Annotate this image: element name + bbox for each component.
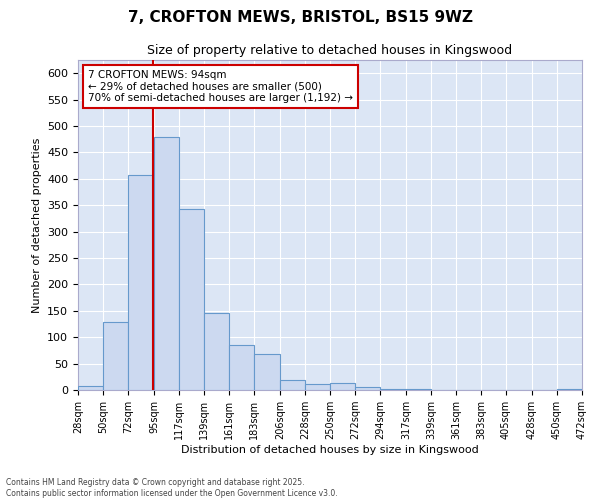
Bar [204, 314, 229, 390]
Bar [557, 389, 582, 390]
Bar [78, 386, 103, 390]
Text: 7, CROFTON MEWS, BRISTOL, BS15 9WZ: 7, CROFTON MEWS, BRISTOL, BS15 9WZ [128, 10, 473, 25]
X-axis label: Distribution of detached houses by size in Kingswood: Distribution of detached houses by size … [181, 445, 479, 455]
Bar [103, 322, 128, 390]
Bar [254, 354, 280, 390]
Bar [280, 380, 305, 390]
Bar [406, 389, 431, 390]
Y-axis label: Number of detached properties: Number of detached properties [32, 138, 41, 312]
Bar [128, 174, 154, 390]
Title: Size of property relative to detached houses in Kingswood: Size of property relative to detached ho… [148, 44, 512, 58]
Bar [330, 382, 355, 390]
Bar [179, 209, 204, 390]
Text: 7 CROFTON MEWS: 94sqm
← 29% of detached houses are smaller (500)
70% of semi-det: 7 CROFTON MEWS: 94sqm ← 29% of detached … [88, 70, 353, 103]
Bar [229, 345, 254, 390]
Bar [355, 387, 380, 390]
Text: Contains HM Land Registry data © Crown copyright and database right 2025.
Contai: Contains HM Land Registry data © Crown c… [6, 478, 338, 498]
Bar [380, 389, 406, 390]
Bar [154, 136, 179, 390]
Bar [305, 384, 330, 390]
